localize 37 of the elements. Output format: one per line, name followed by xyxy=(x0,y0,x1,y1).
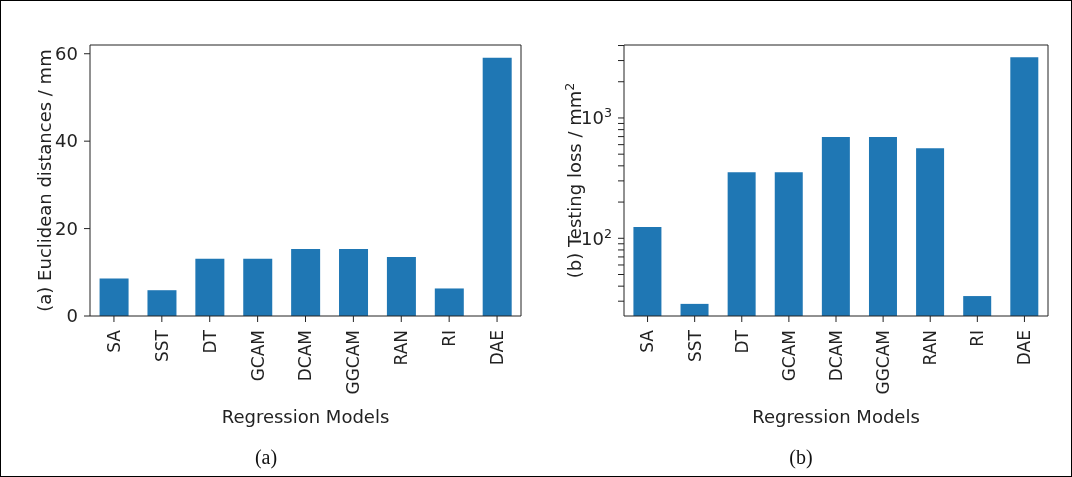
bar xyxy=(434,288,464,316)
x-tick-label: DCAM xyxy=(825,330,846,382)
y-tick-label: 40 xyxy=(55,130,78,152)
x-tick-label: GCAM xyxy=(247,330,268,382)
x-tick-label: RI xyxy=(439,330,460,347)
x-tick-label: SA xyxy=(103,329,124,353)
x-axis-title: Regression Models xyxy=(752,406,920,427)
x-tick-label: DT xyxy=(199,329,220,354)
bar xyxy=(339,249,369,316)
x-tick-label: RAN xyxy=(920,330,941,366)
x-tick-label: SST xyxy=(151,329,172,362)
x-tick-label: RI xyxy=(967,330,988,347)
x-tick-label: SA xyxy=(637,329,658,353)
y-tick-label: 0 xyxy=(66,305,78,327)
text: (a) xyxy=(253,446,279,469)
bar xyxy=(386,256,416,316)
x-tick-label: GGCAM xyxy=(873,330,894,395)
bar xyxy=(195,258,225,316)
y-axis-title: (a) Euclidean distances / mm xyxy=(34,49,56,312)
x-tick-label: DCAM xyxy=(295,330,316,382)
y-tick-label: 10$^{2}$ xyxy=(581,225,612,249)
x-tick-label: GGCAM xyxy=(343,330,364,395)
x-tick-label: DAE xyxy=(487,330,508,366)
y-tick-label: 60 xyxy=(55,43,78,65)
x-axis-title: Regression Models xyxy=(221,406,390,427)
bar xyxy=(291,249,321,316)
text: (b) xyxy=(788,446,814,469)
bar xyxy=(243,258,273,316)
x-tick-label: SST xyxy=(684,329,705,362)
bar xyxy=(147,290,177,316)
bar xyxy=(482,57,512,316)
x-tick-label: DAE xyxy=(1014,330,1035,366)
x-tick-label: DT xyxy=(731,329,752,354)
x-tick-label: RAN xyxy=(391,330,412,366)
bar xyxy=(99,278,129,316)
x-tick-label: GCAM xyxy=(778,330,799,382)
y-tick-label: 20 xyxy=(55,217,78,239)
